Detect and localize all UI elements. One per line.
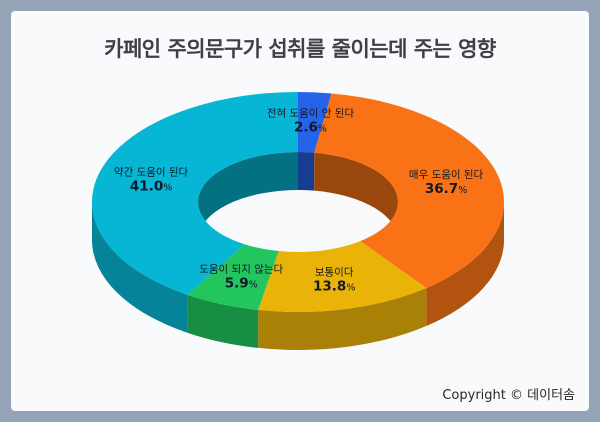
outer-wall-segment-1 [426, 202, 504, 327]
slice-label-value-4: 41.0% [130, 179, 172, 195]
slice-label-value-1: 36.7% [425, 181, 467, 197]
donut-inner-walls [198, 152, 398, 240]
slice-label-name-4: 약간 도움이 된다 [114, 167, 189, 179]
chart-title: 카페인 주의문구가 섭취를 줄이는데 주는 영향 [104, 37, 496, 61]
slice-1 [314, 93, 504, 289]
donut-side-walls [92, 202, 504, 350]
slice-label-value-0: 2.6% [294, 119, 327, 135]
slice-2 [258, 241, 427, 312]
outer-wall-segment-3 [187, 294, 259, 348]
slice-label-name-1: 매우 도움이 된다 [409, 169, 484, 181]
slice-label-value-2: 13.8% [313, 279, 355, 295]
outer-wall-segment-2 [258, 288, 427, 350]
slice-label-name-3: 도움이 되지 않는다 [199, 263, 283, 275]
inner-wall-segment-4 [198, 152, 298, 240]
copyright-credit: Copyright © 데이터솜 [442, 388, 575, 403]
inner-wall-segment-1 [314, 152, 398, 240]
slice-label-name-0: 전혀 도움이 안 된다 [267, 107, 355, 119]
slice-label-name-2: 보통이다 [315, 267, 354, 279]
slice-4 [91, 92, 298, 295]
slice-0 [298, 92, 332, 153]
slice-3 [187, 244, 279, 310]
outer-wall-segment-4 [92, 202, 188, 333]
inner-wall-segment-0 [298, 152, 315, 191]
donut-top-faces [91, 92, 504, 312]
slice-label-value-3: 5.9% [225, 275, 258, 291]
